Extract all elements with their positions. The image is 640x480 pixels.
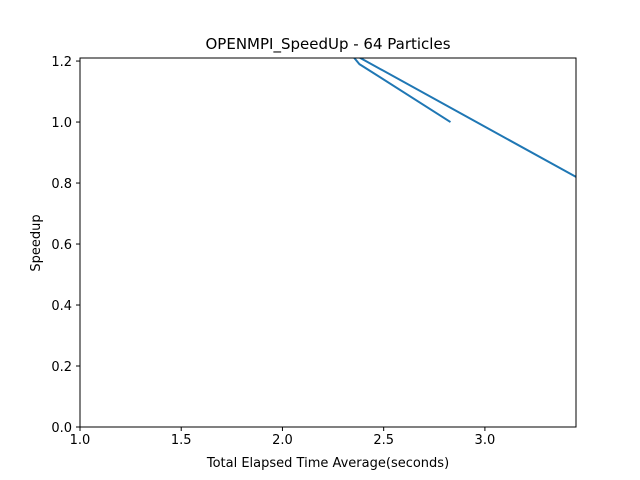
x-tick-label: 1.5 bbox=[171, 433, 192, 448]
y-tick-label: 1.2 bbox=[51, 55, 72, 70]
speedup-line bbox=[353, 58, 576, 178]
x-tick-label: 2.5 bbox=[373, 433, 394, 448]
y-tick-label: 1.0 bbox=[51, 116, 72, 131]
y-tick-label: 0.6 bbox=[51, 238, 72, 253]
plot-background bbox=[80, 58, 576, 427]
y-tick-label: 0.2 bbox=[51, 360, 72, 375]
chart-title: OPENMPI_SpeedUp - 64 Particles bbox=[205, 35, 450, 54]
plot-frame bbox=[79, 57, 577, 428]
x-axis-label: Total Elapsed Time Average(seconds) bbox=[206, 456, 449, 471]
y-axis-label: Speedup bbox=[29, 214, 44, 271]
x-axis: 1.0 1.5 2.0 2.5 3.0 bbox=[70, 427, 496, 448]
y-axis: 0.0 0.2 0.4 0.6 0.8 1.0 1.2 bbox=[51, 55, 80, 436]
x-tick-label: 2.0 bbox=[272, 433, 293, 448]
x-tick-label: 3.0 bbox=[475, 433, 496, 448]
y-tick-label: 0.0 bbox=[51, 421, 72, 436]
y-tick-label: 0.4 bbox=[51, 299, 72, 314]
x-tick-label: 1.0 bbox=[70, 433, 91, 448]
y-tick-label: 0.8 bbox=[51, 177, 72, 192]
series-layer bbox=[353, 58, 576, 178]
